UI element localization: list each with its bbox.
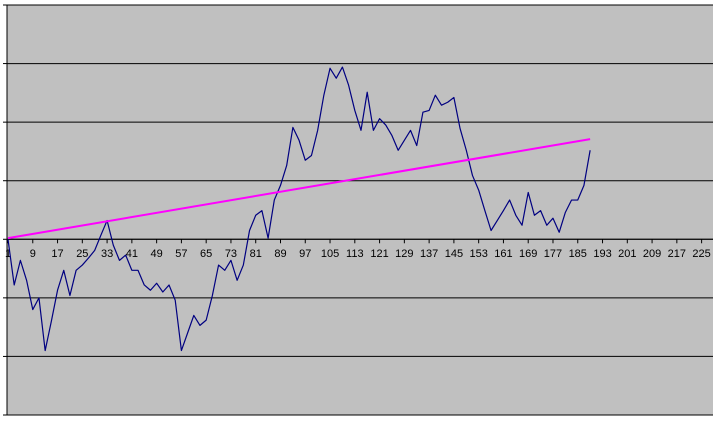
x-tick-label: 137 <box>420 248 438 260</box>
x-tick-label: 209 <box>643 248 661 260</box>
x-tick-label: 161 <box>494 248 512 260</box>
x-tick-label: 121 <box>370 248 388 260</box>
x-tick-label: 57 <box>175 248 187 260</box>
x-tick-label: 105 <box>321 248 339 260</box>
data-line <box>7 66 591 352</box>
x-tick-label: 113 <box>346 248 364 260</box>
x-tick-label: 225 <box>692 248 710 260</box>
plot-area <box>7 5 713 415</box>
x-tick-label: 49 <box>151 248 163 260</box>
x-tick-label: 65 <box>200 248 212 260</box>
x-tick-label: 81 <box>250 248 262 260</box>
x-tick-label: 177 <box>544 248 562 260</box>
x-tick-label: 193 <box>593 248 611 260</box>
x-tick-label: 97 <box>299 248 311 260</box>
x-tick-label: 9 <box>30 248 36 260</box>
x-tick-label: 129 <box>395 248 413 260</box>
x-tick-label: 41 <box>126 248 138 260</box>
x-tick-label: 169 <box>519 248 537 260</box>
x-tick-label: 201 <box>618 248 636 260</box>
x-tick-label: 1 <box>5 248 11 260</box>
x-tick-label: 89 <box>274 248 286 260</box>
x-tick-label: 17 <box>51 248 63 260</box>
data-line <box>7 138 591 240</box>
x-tick-label: 145 <box>445 248 463 260</box>
x-tick-label: 73 <box>225 248 237 260</box>
x-tick-label: 217 <box>668 248 686 260</box>
x-tick-label: 25 <box>76 248 88 260</box>
x-tick-label: 33 <box>101 248 113 260</box>
x-tick-label: 185 <box>569 248 587 260</box>
x-tick-label: 153 <box>469 248 487 260</box>
